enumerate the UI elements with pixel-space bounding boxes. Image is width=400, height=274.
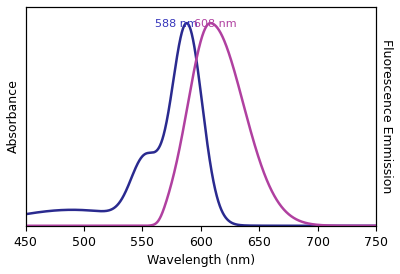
Y-axis label: Absorbance: Absorbance [7,79,20,153]
Y-axis label: Fluorescence Emmission: Fluorescence Emmission [380,39,393,193]
Text: 588 nm: 588 nm [155,19,198,29]
X-axis label: Wavelength (nm): Wavelength (nm) [147,254,255,267]
Text: 608 nm: 608 nm [194,19,236,29]
